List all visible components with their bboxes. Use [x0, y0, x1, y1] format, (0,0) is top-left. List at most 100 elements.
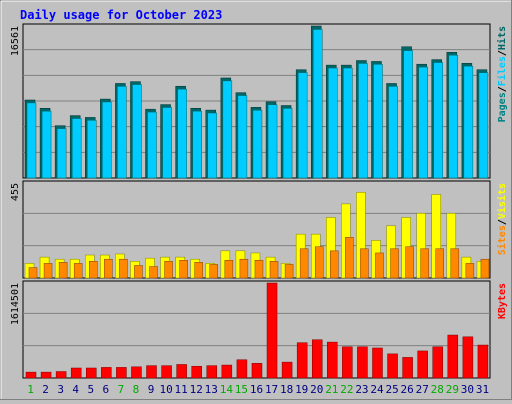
x-tick-label-day-9: 9: [148, 383, 155, 396]
x-tick-label-day-24: 24: [370, 383, 384, 396]
files-bar-day-20: [312, 29, 323, 179]
kbytes-bar-day-22: [342, 346, 353, 379]
files-bar-day-5: [87, 120, 97, 179]
sites-bar-day-10: [164, 261, 173, 279]
kbytes-bar-day-28: [432, 346, 443, 379]
x-tick-label-day-19: 19: [295, 383, 308, 396]
x-tick-label-day-6: 6: [103, 383, 110, 396]
files-bar-day-2: [41, 110, 52, 179]
x-tick-label-day-12: 12: [190, 383, 203, 396]
x-tick-label-day-27: 27: [416, 383, 429, 396]
sites-bar-day-6: [104, 258, 113, 279]
kbytes-bar-day-25: [387, 353, 398, 379]
files-bar-day-12: [192, 110, 202, 179]
files-bar-day-10: [162, 107, 172, 179]
kbytes-bar-day-3: [55, 371, 67, 379]
sites-bar-day-31: [480, 258, 490, 279]
sites-bar-day-11: [179, 260, 188, 279]
kbytes-bar-day-17: [266, 282, 278, 379]
x-tick-label-day-28: 28: [431, 383, 444, 396]
sites-bar-day-19: [299, 248, 309, 279]
files-bar-day-4: [71, 118, 82, 179]
panel-1-ymax-label: 16561: [10, 26, 21, 56]
kbytes-bar-day-14: [221, 364, 233, 379]
kbytes-bar-day-1: [25, 371, 37, 379]
legend-files: Files: [496, 56, 508, 86]
sites-bar-day-4: [73, 263, 83, 279]
sites-bar-day-29: [450, 248, 460, 279]
files-bar-day-23: [358, 63, 368, 179]
legend-hits: Hits: [496, 26, 508, 50]
x-tick-label-day-13: 13: [205, 383, 218, 396]
kbytes-bar-day-31: [477, 344, 489, 379]
sites-bar-day-12: [194, 262, 203, 279]
sites-bar-day-2: [43, 263, 53, 279]
sites-bar-day-1: [28, 267, 38, 279]
x-tick-label-day-30: 30: [461, 383, 474, 396]
x-tick-label-day-11: 11: [175, 383, 188, 396]
x-tick-label-day-1: 1: [27, 383, 34, 396]
sites-bar-day-30: [465, 263, 475, 279]
kbytes-bar-day-23: [357, 346, 368, 379]
x-tick-label-day-18: 18: [280, 383, 293, 396]
x-tick-label-day-29: 29: [446, 383, 459, 396]
panel-2-legend: Sites/Visits: [496, 183, 508, 255]
kbytes-bar-day-11: [176, 364, 187, 379]
kbytes-bar-day-30: [462, 336, 474, 379]
x-tick-label-day-22: 22: [340, 383, 353, 396]
sites-bar-day-25: [390, 248, 399, 279]
x-tick-label-day-5: 5: [87, 383, 94, 396]
sites-bar-day-7: [119, 258, 128, 279]
files-bar-day-15: [237, 95, 248, 179]
files-bar-day-31: [478, 72, 489, 179]
kbytes-bar-day-26: [402, 357, 413, 379]
sites-bar-day-26: [405, 246, 414, 279]
files-bar-day-17: [267, 104, 278, 179]
kbytes-bar-day-15: [236, 359, 248, 379]
files-bar-day-1: [26, 102, 37, 179]
files-bar-day-6: [102, 101, 112, 179]
x-tick-label-day-31: 31: [476, 383, 489, 396]
panel-3-bars: [25, 282, 489, 379]
chart-panels: 16561Pages/Files/Hits455Sites/Visits1614…: [10, 23, 508, 379]
chart-title: Daily usage for October 2023: [20, 8, 222, 22]
files-bar-day-25: [388, 86, 398, 179]
sites-bar-day-15: [239, 258, 249, 279]
legend-pages: Pages: [497, 92, 508, 122]
files-bar-day-22: [343, 67, 353, 179]
sites-bar-day-3: [58, 262, 68, 279]
sites-bar-day-9: [149, 266, 158, 279]
x-tick-label-day-26: 26: [401, 383, 414, 396]
x-tick-label-day-20: 20: [310, 383, 323, 396]
kbytes-bar-day-5: [86, 367, 97, 379]
files-bar-day-24: [373, 64, 383, 179]
x-tick-label-day-15: 15: [235, 383, 248, 396]
panel-1-bars: [24, 25, 489, 179]
legend-sites: Sites: [496, 225, 508, 255]
panel-3: 1614501 KBytes: [10, 280, 508, 379]
x-tick-label-day-4: 4: [72, 383, 79, 396]
files-bar-day-3: [56, 128, 67, 179]
x-axis-labels: 1 2 3 4 5 6 7 8 9 10 11 12 13 14 15 16 17 18 19 20 21 22 23 24 2…: [27, 383, 489, 396]
x-tick-label-day-7: 7: [118, 383, 125, 396]
files-bar-day-30: [463, 65, 474, 179]
sites-bar-day-16: [254, 260, 264, 279]
files-bar-day-8: [132, 84, 142, 179]
files-bar-day-16: [252, 109, 263, 179]
files-bar-day-29: [448, 54, 459, 179]
kbytes-bar-day-6: [101, 367, 112, 379]
kbytes-bar-day-29: [447, 334, 459, 379]
panel-2-bars: [24, 192, 490, 279]
kbytes-bar-day-10: [161, 365, 172, 379]
files-bar-day-18: [282, 108, 293, 179]
kbytes-bar-day-7: [116, 367, 127, 379]
legend-separator: /: [497, 86, 508, 92]
kbytes-bar-day-20: [311, 339, 323, 379]
sites-bar-day-23: [360, 248, 369, 279]
files-bar-day-27: [418, 66, 428, 179]
files-bar-day-7: [117, 86, 127, 179]
kbytes-bar-day-19: [296, 342, 308, 379]
kbytes-bar-day-9: [146, 365, 157, 379]
